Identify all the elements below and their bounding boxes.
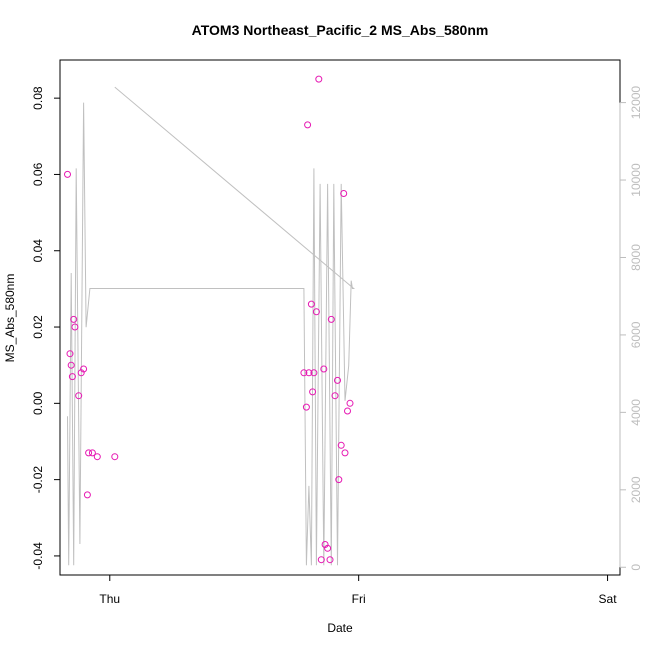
series-points-group <box>64 75 354 564</box>
data-point <box>341 449 349 457</box>
y-tick-label: 0.02 <box>31 315 45 339</box>
y-tick-label: -0.04 <box>31 542 45 570</box>
data-point <box>302 403 310 411</box>
y2-tick-label: 6000 <box>629 321 643 348</box>
data-point <box>309 388 317 396</box>
y2-tick-label: 0 <box>629 564 643 571</box>
data-point <box>77 369 85 377</box>
data-point <box>88 449 96 457</box>
y-axis-left: -0.04 -0.02 0.00 0.02 0.04 0.06 0.08 <box>31 86 61 570</box>
data-point <box>346 399 354 407</box>
x-axis: Thu Fri Sat <box>99 574 618 606</box>
data-point <box>344 407 351 415</box>
data-point <box>300 369 308 377</box>
data-point <box>310 369 318 377</box>
data-point <box>324 544 332 552</box>
data-point <box>307 300 315 308</box>
data-point <box>304 121 312 129</box>
data-point <box>317 556 325 564</box>
y-tick-label: 0.08 <box>31 86 45 110</box>
y-axis-label: MS_Abs_580nm <box>3 274 17 363</box>
data-point <box>83 491 91 499</box>
x-tick-label: Sat <box>599 592 618 606</box>
y-tick-label: 0.00 <box>31 391 45 415</box>
x-tick-label: Fri <box>352 592 366 606</box>
data-point <box>93 453 101 461</box>
data-point <box>340 190 348 197</box>
data-point <box>68 373 76 381</box>
y2-tick-label: 2000 <box>629 476 643 503</box>
data-point <box>67 361 75 369</box>
data-point <box>312 308 320 316</box>
data-point <box>75 392 83 400</box>
data-point <box>337 441 345 449</box>
series-line-group <box>67 86 356 566</box>
y-axis-right: 0 2000 4000 6000 8000 10000 12000 <box>619 86 643 571</box>
chart-title: ATOM3 Northeast_Pacific_2 MS_Abs_580nm <box>192 22 489 38</box>
series-line <box>67 86 356 566</box>
data-point <box>320 365 328 373</box>
data-point <box>85 449 93 457</box>
y2-tick-label: 10000 <box>629 163 643 197</box>
data-point <box>315 75 323 83</box>
data-point <box>111 453 119 461</box>
y2-tick-label: 12000 <box>629 86 643 120</box>
y-tick-label: -0.02 <box>31 466 45 494</box>
y-tick-label: 0.04 <box>31 239 45 263</box>
data-point <box>326 556 334 564</box>
data-point <box>66 350 74 358</box>
x-tick-label: Thu <box>99 592 120 606</box>
y-tick-label: 0.06 <box>31 162 45 186</box>
data-point <box>80 365 88 373</box>
data-point <box>70 315 78 323</box>
y2-tick-label: 4000 <box>629 399 643 426</box>
x-axis-label: Date <box>327 621 353 635</box>
data-point <box>327 315 335 323</box>
data-point <box>335 476 343 484</box>
data-point <box>64 170 71 178</box>
y2-tick-label: 8000 <box>629 244 643 271</box>
data-point <box>71 323 79 331</box>
data-point <box>331 392 339 400</box>
data-point <box>305 369 313 377</box>
data-point <box>334 376 341 384</box>
